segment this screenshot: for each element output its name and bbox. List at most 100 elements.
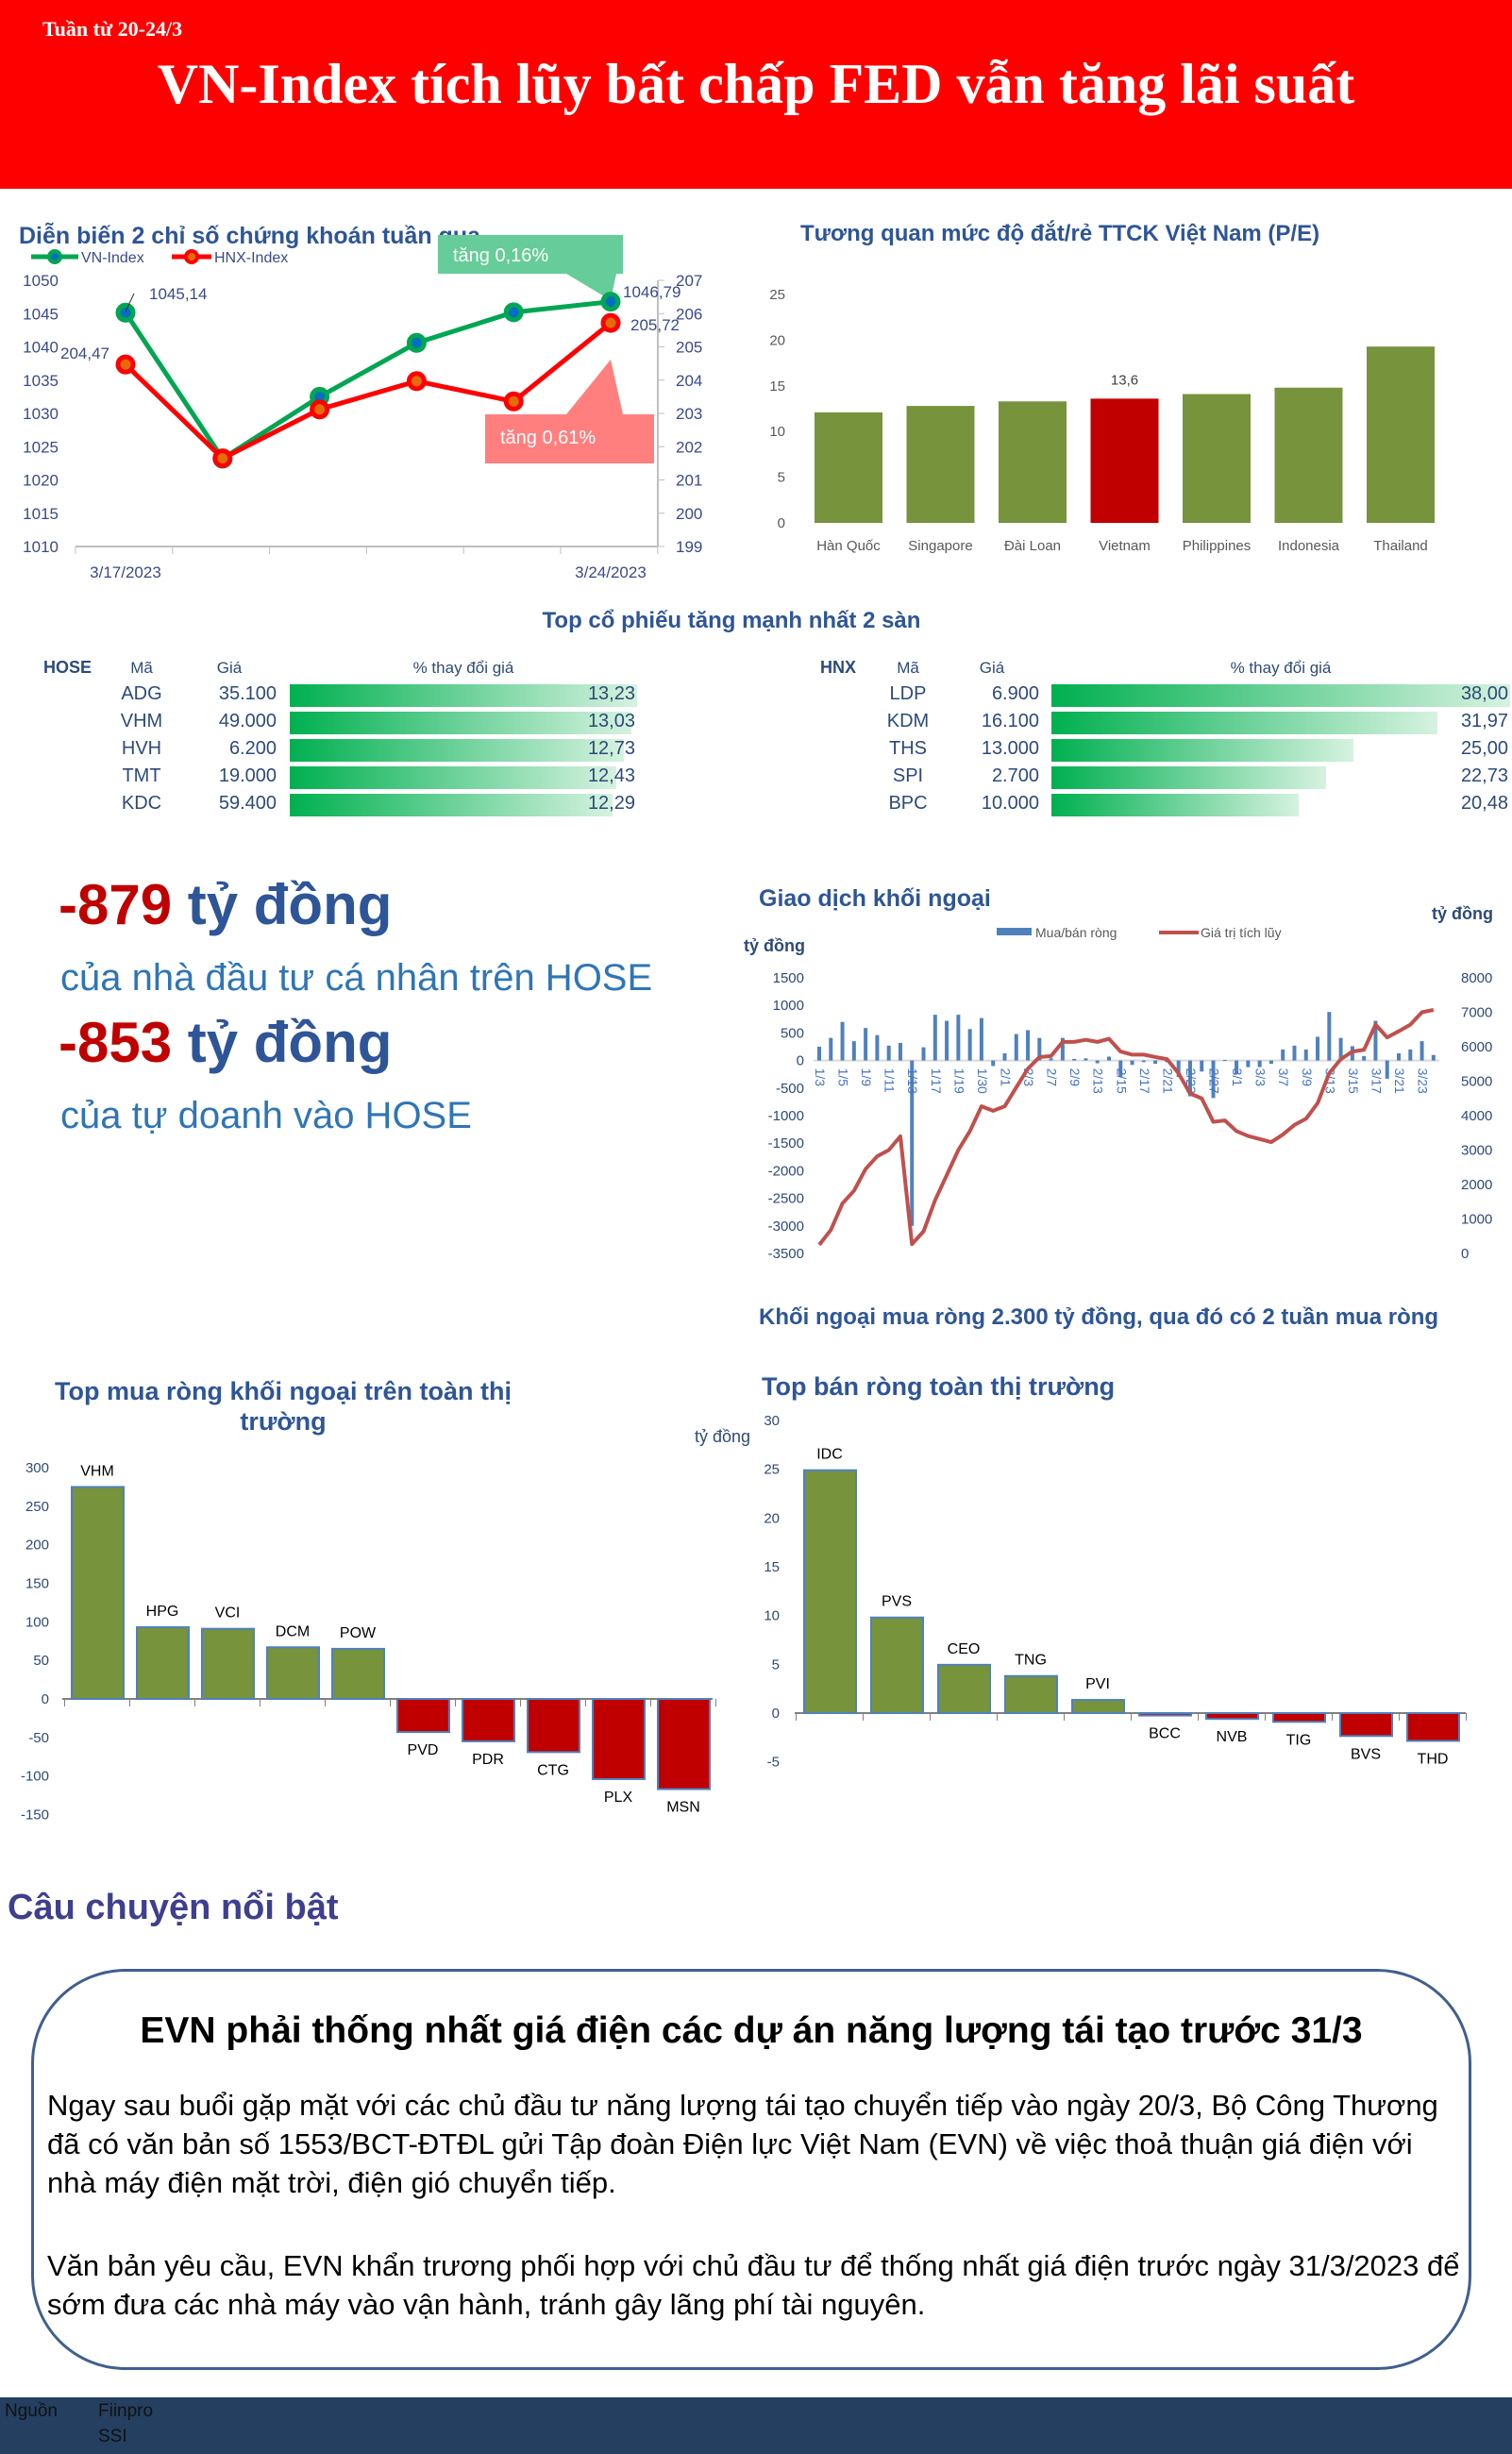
data-point [212, 448, 233, 469]
x-tick-label: 1/9 [859, 1068, 874, 1087]
category-label: VHM [80, 1463, 114, 1479]
stock-change: 38,00 [1460, 683, 1508, 704]
category-label: TIG [1286, 1732, 1312, 1748]
legend-label: HNX-Index [214, 250, 288, 266]
category-label: Đài Loan [1004, 538, 1061, 554]
highlight-proprietary: -853 tỷ đồng [59, 1010, 392, 1075]
net-bar [817, 1047, 821, 1061]
y-tick-label: 15 [769, 378, 785, 395]
category-label: Indonesia [1278, 538, 1340, 554]
net-bar [921, 1047, 926, 1061]
y-tick-label: 1010 [23, 538, 59, 556]
net-bar [1431, 1054, 1436, 1061]
stock-code: BPC [888, 793, 928, 814]
stock-change: 25,00 [1460, 738, 1508, 759]
y2-tick-label: 201 [676, 472, 702, 490]
y-tick-label: -150 [21, 1807, 49, 1824]
bar-hpg [136, 1626, 190, 1701]
y-tick-label: 1015 [23, 505, 59, 523]
bar-dcm [266, 1646, 320, 1700]
week-label: Tuần từ 20-24/3 [42, 17, 183, 41]
stock-price: 2.700 [991, 765, 1039, 786]
leader-line [125, 293, 135, 312]
net-bar [945, 1020, 949, 1061]
category-label: VCI [215, 1605, 241, 1622]
bar-nvb [1205, 1712, 1259, 1721]
bar-pdr [462, 1698, 515, 1742]
x-tick-label: 1/17 [929, 1068, 944, 1094]
net-bar [875, 1034, 880, 1061]
change-bar [290, 794, 613, 816]
category-label: Philippines [1183, 538, 1252, 554]
bar-tig [1272, 1712, 1326, 1723]
change-bar [1051, 739, 1353, 762]
bar-tng [1004, 1674, 1058, 1714]
stock-change: 12,43 [587, 765, 635, 786]
stock-price: 59.400 [218, 793, 277, 814]
x-tick-label: 2/23 [1184, 1068, 1199, 1094]
data-point [310, 399, 330, 420]
foreign-chart-title: Giao dịch khối ngoại [759, 885, 991, 912]
net-bar [1338, 1037, 1343, 1061]
y-tick-label: -3500 [768, 1246, 804, 1262]
x-tick-label: 1/11 [882, 1068, 898, 1093]
y2-tick-label: 204 [676, 372, 702, 390]
y-tick-label: 10 [764, 1608, 780, 1624]
stock-change: 13,03 [587, 711, 635, 731]
stock-change: 31,97 [1460, 711, 1508, 731]
y-tick-label: -1500 [768, 1135, 804, 1151]
x-tick-label: 3/3 [1253, 1068, 1268, 1087]
source-item: SSI [98, 2427, 127, 2446]
net-bar [956, 1015, 961, 1061]
y-tick-label: 10 [769, 424, 785, 440]
legend-label: Mua/bán ròng [1035, 925, 1117, 940]
net-bar [1153, 1060, 1158, 1065]
net-bar [932, 1015, 937, 1061]
y2-tick-label: 4000 [1461, 1108, 1492, 1124]
exchange-label: HNX [820, 658, 857, 677]
x-tick-label: 2/15 [1114, 1068, 1129, 1094]
y2-tick-label: 200 [676, 505, 702, 523]
highlight-desc: của nhà đầu tư cá nhân trên HOSE [60, 957, 653, 999]
y2-tick-label: 0 [1461, 1246, 1469, 1262]
y-tick-label: 1000 [773, 998, 804, 1014]
category-label: Thailand [1373, 538, 1428, 554]
y-tick-label: 300 [25, 1460, 49, 1476]
stock-change: 13,23 [587, 683, 635, 704]
y2-tick-label: 6000 [1461, 1039, 1492, 1055]
y-tick-label: -5 [767, 1755, 780, 1771]
category-label: CEO [948, 1641, 981, 1657]
data-point [406, 371, 427, 392]
category-label: Hàn Quốc [816, 538, 881, 554]
net-bar [1187, 1060, 1192, 1097]
cumulative-line [817, 1007, 1435, 1247]
source-item: Fiinpro [98, 2401, 154, 2421]
category-label: PVD [408, 1742, 439, 1758]
y-tick-label: 30 [764, 1413, 780, 1429]
y-tick-label: -100 [21, 1769, 49, 1785]
change-bar [1051, 794, 1299, 816]
y-tick-label: -3000 [768, 1219, 804, 1235]
highlight-unit: tỷ đồng [187, 873, 393, 936]
net-bar [851, 1041, 856, 1061]
net-bar [1084, 1058, 1088, 1061]
bar-vietnam [1090, 398, 1159, 523]
x-tick-label: 3/1 [1230, 1068, 1245, 1087]
net-bar [1385, 1060, 1389, 1079]
bar-idc [803, 1469, 857, 1714]
y2-tick-label: 203 [676, 405, 702, 423]
net-bar [1141, 1060, 1146, 1063]
stock-price: 35.100 [218, 683, 277, 704]
bar-indonesia [1274, 387, 1343, 523]
data-point [115, 354, 136, 375]
net-bar [979, 1017, 983, 1061]
y-tick-label: 20 [769, 332, 785, 348]
x-tick-label: 1/19 [951, 1068, 966, 1094]
bar-pvd [396, 1698, 450, 1734]
category-label: MSN [666, 1800, 700, 1816]
change-bar [1051, 684, 1510, 707]
net-bar [1176, 1060, 1181, 1078]
net-bar [1350, 1046, 1354, 1061]
y-tick-label: -2000 [768, 1163, 804, 1179]
net-bar [1002, 1053, 1007, 1061]
